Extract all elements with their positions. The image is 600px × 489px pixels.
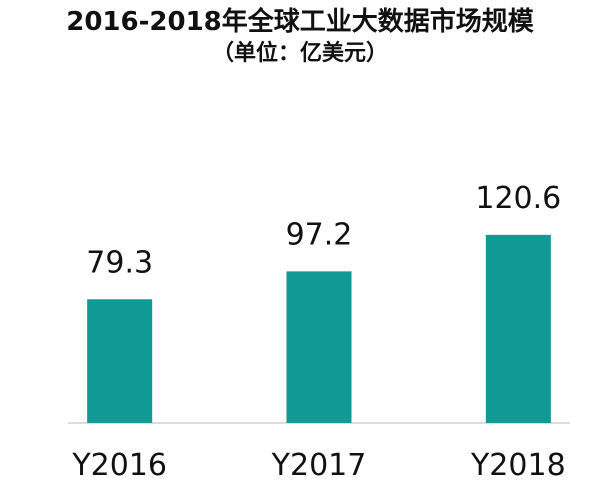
- x-tick-label-Y2016: Y2016: [71, 448, 167, 483]
- data-label-Y2016: 79.3: [86, 245, 153, 280]
- bar-Y2018: [485, 234, 551, 423]
- data-label-Y2018: 120.6: [475, 181, 561, 216]
- bar-Y2017: [286, 271, 352, 423]
- chart-subtitle: （单位：亿美元）: [211, 41, 388, 66]
- x-tick-label-Y2018: Y2018: [470, 448, 566, 483]
- data-label-Y2017: 97.2: [286, 217, 353, 252]
- bar-Y2016: [87, 299, 153, 423]
- x-tick-label-Y2017: Y2017: [271, 448, 367, 483]
- chart-title: 2016-2018年全球工业大数据市场规模: [66, 7, 534, 37]
